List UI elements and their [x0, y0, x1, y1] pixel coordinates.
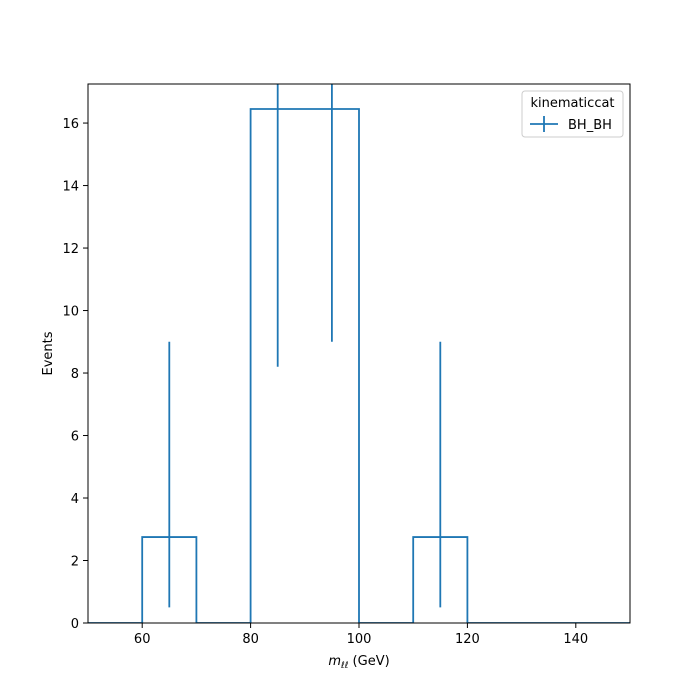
y-tick-label: 0 [71, 617, 79, 632]
x-tick-label: 80 [242, 632, 259, 647]
y-tick-label: 16 [62, 117, 79, 132]
y-tick-label: 4 [71, 492, 79, 507]
legend-box [521, 90, 624, 138]
plot-area [88, 84, 630, 623]
x-axis-label-symbol: m [328, 654, 341, 669]
legend-entry-bh-bh: BH_BH [568, 118, 612, 133]
x-tick-label: 120 [455, 632, 480, 647]
y-tick-label: 8 [71, 367, 79, 382]
plot-clip-group [88, 84, 630, 623]
x-axis-label-subscript: ℓℓ [340, 661, 348, 671]
histogram-step-outline [88, 108, 630, 623]
y-tick-label: 2 [71, 555, 79, 570]
legend-title: kinematiccat [530, 96, 614, 111]
y-axis-label: Events [41, 331, 56, 375]
axes: 60 80 100 120 140 0 2 4 6 8 10 12 14 16 [62, 83, 631, 647]
y-tick-label: 6 [71, 430, 79, 445]
x-tick-label: 60 [134, 632, 151, 647]
x-axis-label: mℓℓ (GeV) [328, 654, 389, 671]
legend: kinematiccat BH_BH [521, 90, 624, 138]
y-tick-label: 12 [62, 242, 79, 257]
x-tick-label: 140 [563, 632, 588, 647]
x-tick-label: 100 [347, 632, 372, 647]
y-tick-label: 14 [62, 180, 79, 195]
x-axis-label-unit: (GeV) [348, 654, 389, 669]
y-tick-label: 10 [62, 305, 79, 320]
